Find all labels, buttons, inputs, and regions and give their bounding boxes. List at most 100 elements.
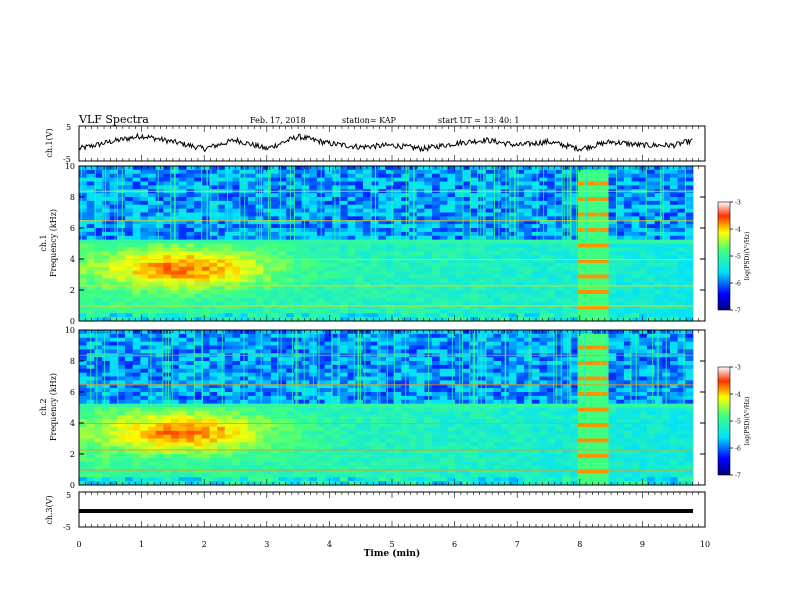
spectrogram-cell — [639, 290, 648, 295]
spectrogram-cell — [140, 368, 149, 374]
spectrogram-cell — [562, 177, 571, 182]
spectrogram-cell — [416, 259, 425, 264]
spectrogram-cell — [685, 197, 694, 202]
spectrogram-cell — [370, 419, 379, 424]
spectrogram-cell — [547, 278, 556, 283]
spectrogram-cell — [378, 266, 387, 272]
spectrogram-cell — [201, 457, 210, 463]
spectrogram-cell — [117, 270, 126, 275]
spectrogram-cell — [194, 403, 203, 408]
spectrogram-cell — [293, 473, 302, 478]
spectrogram-cell — [201, 224, 210, 229]
spectrogram-cell — [516, 255, 525, 260]
spectrogram-cell — [570, 251, 579, 256]
spectrogram-cell — [178, 251, 187, 256]
spectrogram-cell — [339, 181, 349, 186]
spectrogram-cell — [109, 461, 118, 467]
spectrogram-cell — [125, 224, 134, 229]
spectrogram-cell — [309, 446, 318, 451]
spectrogram-cell — [178, 185, 187, 190]
spectrogram-cell — [155, 262, 164, 268]
spectrogram-cell — [255, 384, 264, 389]
spectrogram-cell — [662, 317, 671, 322]
spectrogram-cell — [255, 278, 264, 283]
spectrogram-cell — [455, 259, 464, 264]
spectrogram-cell — [201, 313, 210, 318]
spectrogram-cell — [301, 309, 310, 314]
spectrogram-cell — [224, 243, 233, 248]
spectrogram-cell — [94, 216, 103, 221]
spectrogram-cell — [86, 274, 95, 279]
spectrogram-cell — [600, 193, 609, 198]
spectrogram-cell — [117, 220, 126, 225]
spectrogram-cell — [662, 262, 671, 268]
spectrogram-cell — [562, 274, 571, 279]
spectrogram-cell — [516, 286, 525, 291]
spectrogram-cell — [639, 297, 648, 303]
spectrogram-cell — [616, 305, 625, 310]
spectrogram-cell — [324, 330, 333, 335]
spectrogram-cell — [332, 228, 341, 233]
spectrogram-cell — [232, 220, 241, 225]
spectrogram-cell — [240, 247, 249, 252]
spectrogram-cell — [600, 278, 609, 283]
spectrogram-cell — [654, 231, 663, 237]
spectrogram-cell — [616, 282, 625, 287]
spectrogram-cell — [263, 239, 272, 244]
spectrogram-cell — [386, 407, 395, 412]
spectrogram-cell — [386, 193, 395, 198]
spectrogram-cell — [316, 266, 325, 272]
spectrogram-cell — [409, 317, 418, 322]
spectrogram-cell — [570, 278, 579, 283]
spectrogram-cell — [639, 255, 648, 260]
spectrogram-cell — [270, 395, 279, 401]
spectrogram-cell — [148, 426, 157, 432]
spectrogram-cell — [316, 333, 325, 339]
spectrogram-cell — [562, 185, 571, 190]
spectrogram-cell — [178, 341, 187, 346]
spectrogram-cell — [140, 384, 149, 389]
spectrogram-cell — [677, 297, 686, 303]
spectrogram-cell — [117, 278, 126, 283]
spectrogram-cell — [102, 372, 111, 377]
spectrogram-cell — [270, 399, 279, 405]
spectrogram-cell — [86, 278, 95, 283]
spectrogram-cell — [232, 309, 241, 314]
spectrogram-cell — [332, 208, 341, 213]
spectrogram-cell — [332, 364, 341, 370]
spectrogram-cell — [102, 345, 111, 350]
spectrogram-cell — [278, 247, 287, 252]
spectrogram-cell — [501, 274, 510, 279]
spectrogram-cell — [109, 212, 118, 217]
spectrogram-cell — [639, 313, 648, 318]
spectrogram-cell — [217, 399, 226, 405]
spectrogram-cell — [286, 415, 295, 420]
spectrogram-cell — [109, 228, 118, 233]
spectrogram-cell — [685, 313, 694, 318]
spectrogram-cell — [339, 446, 349, 451]
spectrogram-cell — [125, 297, 134, 303]
spectrogram-cell — [255, 290, 264, 295]
spectrogram-cell — [171, 384, 180, 389]
spectrogram-cell — [616, 169, 625, 175]
spectrogram-cell — [178, 399, 187, 405]
spectrogram-cell — [316, 274, 325, 279]
spectrogram-cell — [516, 297, 525, 303]
start-time-label: start UT = 13: 40: 1 — [438, 116, 519, 125]
spectrogram-cell — [524, 251, 533, 256]
spectrogram-cell — [209, 469, 218, 474]
spectrogram-cell — [94, 395, 103, 401]
spectrogram-cell — [616, 197, 625, 202]
spectrogram-cell — [132, 255, 141, 260]
spectrogram-cell — [593, 204, 602, 210]
spectrogram-cell — [524, 247, 533, 252]
spectrogram-cell — [416, 290, 425, 295]
spectrogram-cell — [255, 293, 264, 299]
spectrogram-cell — [508, 204, 517, 210]
spectrogram-cell — [639, 266, 648, 272]
spectrogram-cell — [324, 235, 333, 241]
spectrogram-cell — [539, 278, 548, 283]
spectrogram-cell — [347, 337, 356, 343]
spectrogram-cell — [209, 372, 218, 377]
spectrogram-cell — [117, 364, 126, 370]
